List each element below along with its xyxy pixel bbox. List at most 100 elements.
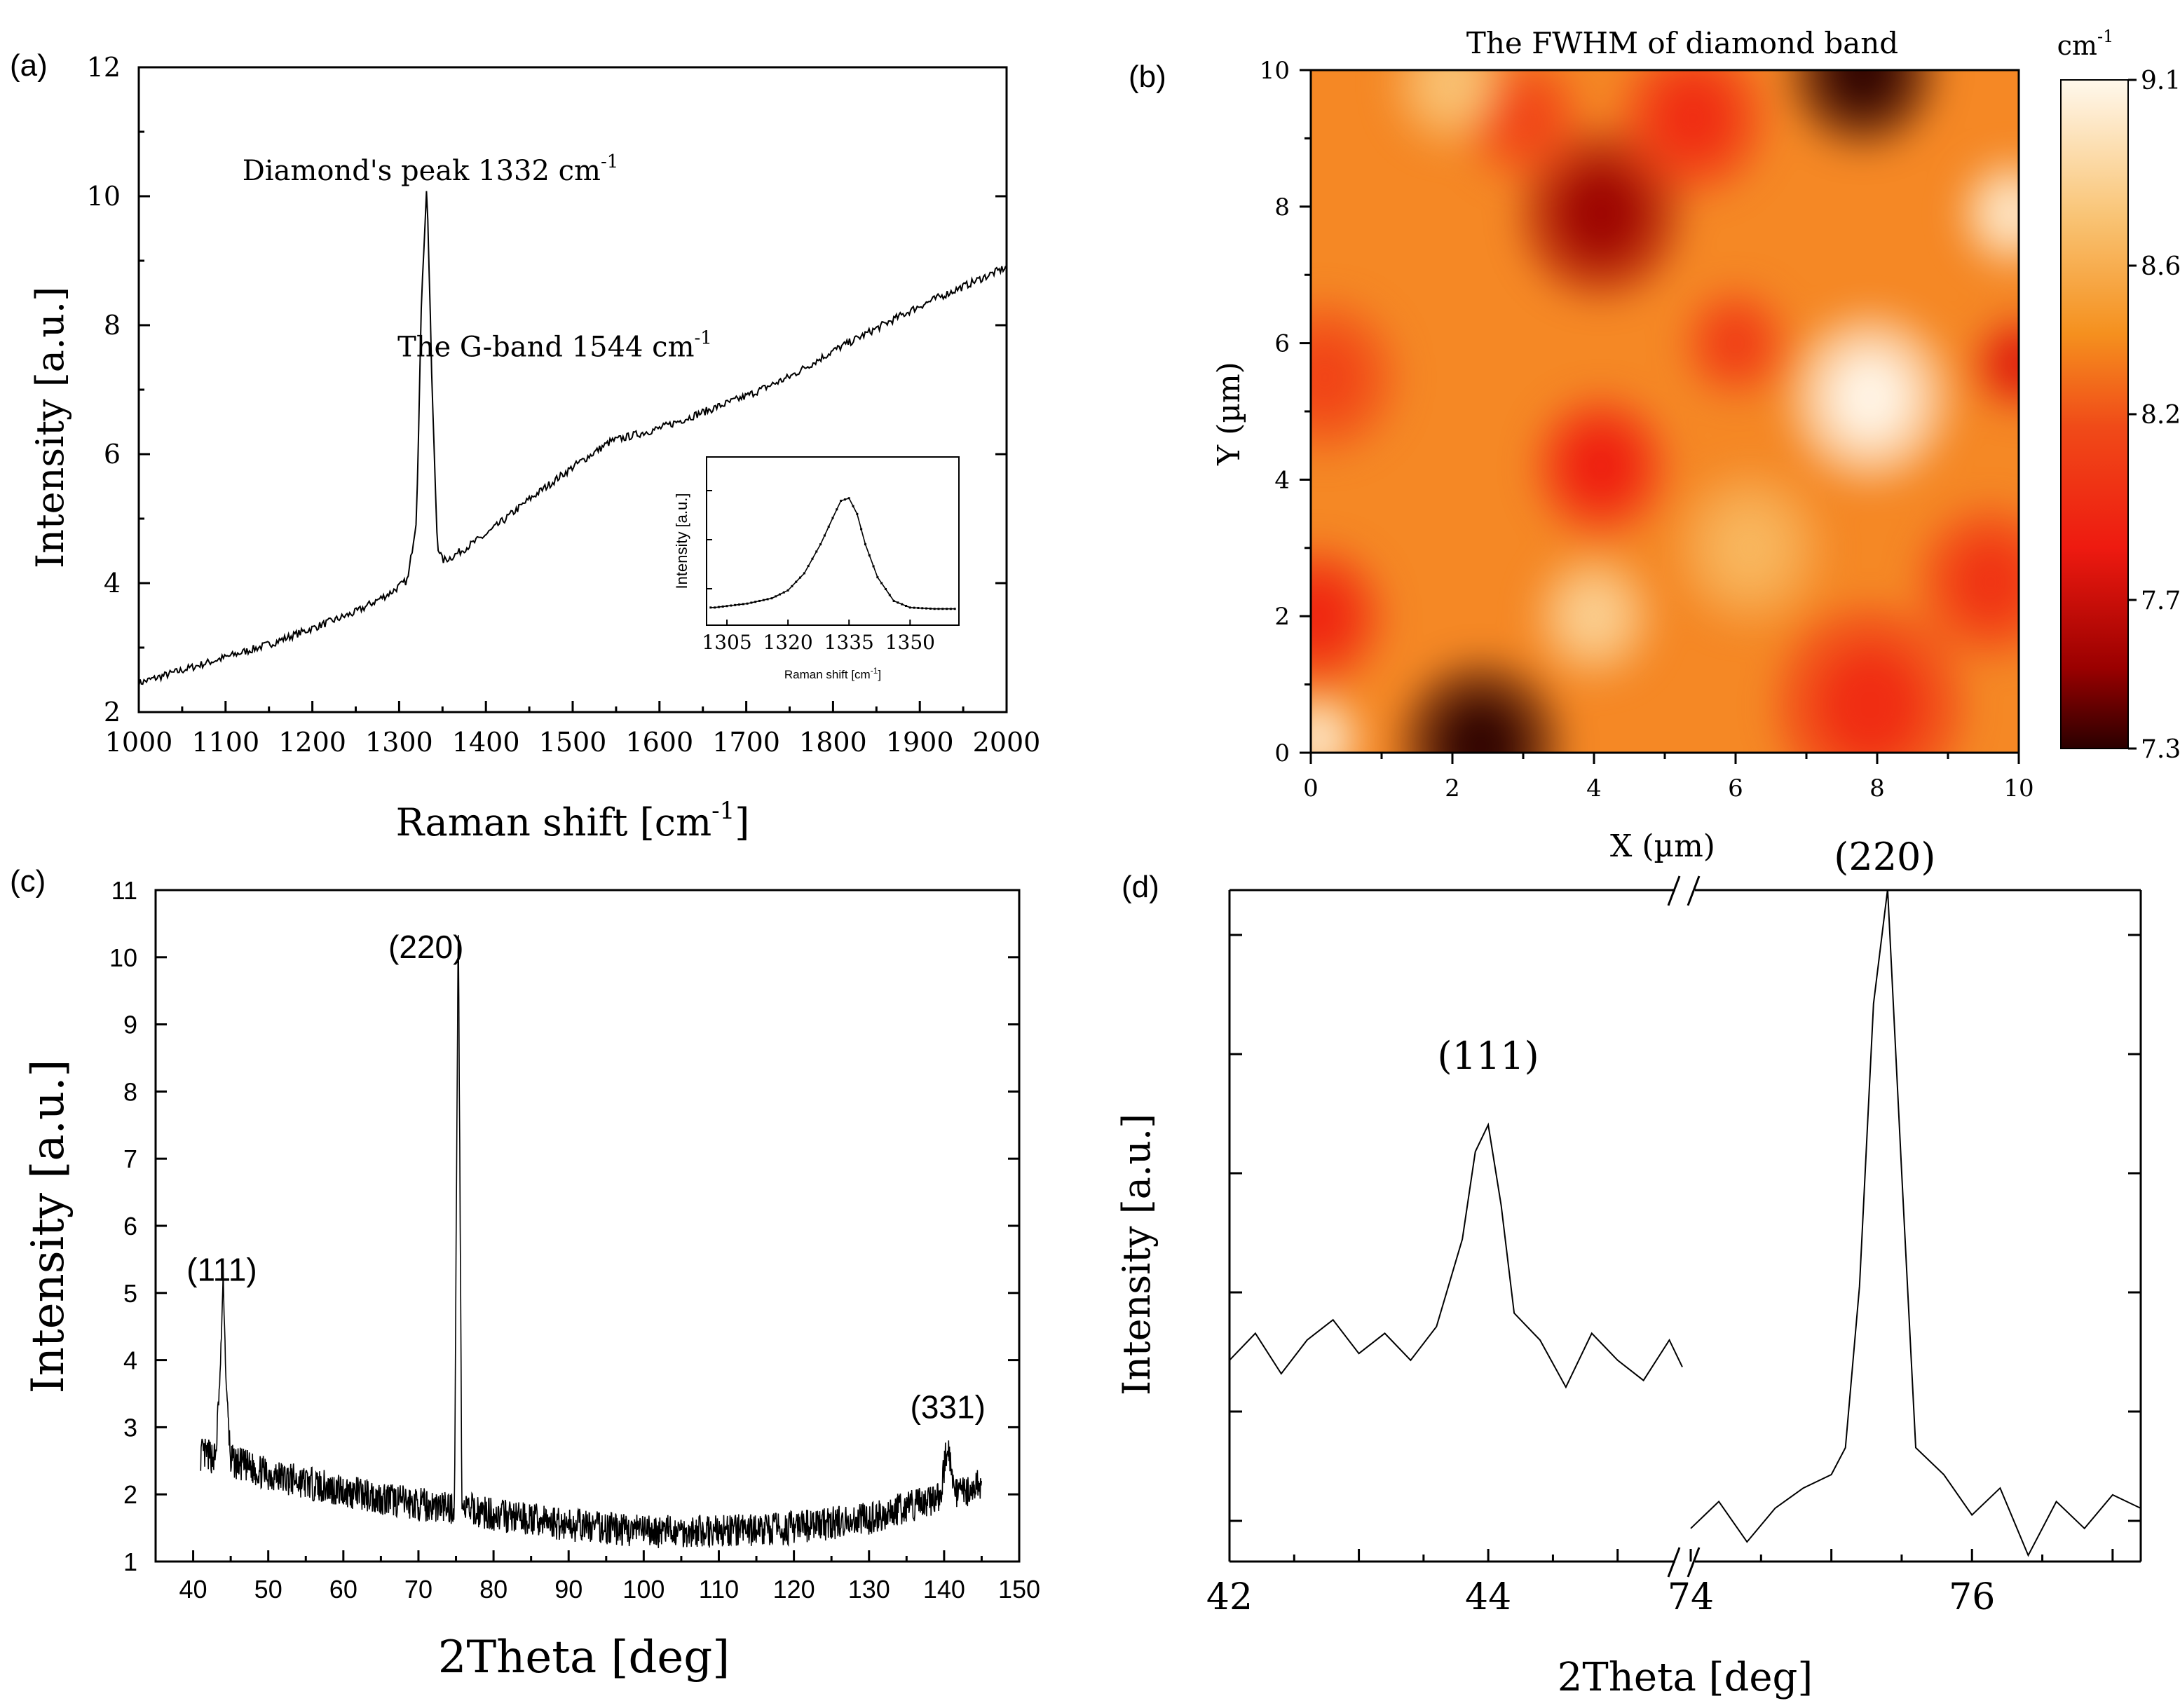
inset-x-tick-label: 1350 — [885, 631, 935, 654]
a-x-tick-label: 1000 — [105, 727, 173, 758]
inset-data-markers — [709, 497, 956, 610]
panel-a-y-axis-title: Intensity [a.u.] — [28, 287, 72, 568]
b-x-tick-label: 10 — [2003, 774, 2033, 802]
panel-c: (c) 40 50 60 70 80 90 100 110 120 130 140 150 1 2 3 4 5… — [10, 864, 1040, 1683]
panel-a-raman-trace — [138, 191, 1007, 688]
colorbar-tick-label: 8.6 — [2141, 252, 2180, 281]
c-x-tick-label: 140 — [923, 1575, 965, 1604]
b-x-tick-label: 4 — [1586, 774, 1602, 802]
inset-marker — [823, 534, 826, 537]
panel-c-x-axis-title: 2Theta [deg] — [438, 1632, 730, 1683]
inset-marker — [786, 589, 789, 592]
a-x-tick-label: 1500 — [539, 727, 607, 758]
panel-c-xrd-trace — [200, 935, 982, 1548]
inset-x-tick-label: 1320 — [763, 631, 812, 654]
c-x-tick-label: 150 — [998, 1575, 1040, 1604]
inset-marker — [799, 576, 802, 579]
inset-marker — [714, 606, 716, 609]
inset-marker — [770, 597, 773, 600]
inset-x-tick-label: 1335 — [824, 631, 874, 654]
b-y-tick-label: 0 — [1274, 739, 1290, 767]
a-y-tick-label: 6 — [104, 439, 121, 470]
a-x-tick-label: 1900 — [886, 727, 954, 758]
inset-marker — [791, 585, 793, 587]
inset-marker — [815, 550, 818, 553]
c-y-tick-label: 4 — [123, 1346, 137, 1375]
inset-y-ticks — [707, 490, 712, 589]
inset-marker — [775, 595, 777, 598]
panel-c-y-axis-title: Intensity [a.u.] — [22, 1060, 74, 1394]
fwhm-map — [1311, 70, 2019, 753]
inset-marker — [795, 580, 798, 583]
inset-marker — [811, 557, 814, 560]
zoom-peak-220-annotation: (220) — [1834, 835, 1935, 879]
fwhm-region-core — [1819, 650, 1921, 753]
inset-marker — [876, 576, 879, 579]
inset-marker — [908, 606, 911, 609]
fwhm-region-core — [1438, 699, 1524, 753]
c-x-tick-label: 60 — [329, 1575, 357, 1604]
panel-d-x-ticks: 42 44 74 76 — [1206, 1549, 2114, 1618]
c-y-tick-label: 10 — [109, 943, 137, 972]
inset-marker — [872, 565, 875, 568]
inset-marker — [803, 572, 805, 575]
panel-c-x-ticks: 40 50 60 70 80 90 100 110 120 130 140 150 — [154, 1550, 1040, 1604]
b-y-tick-label: 10 — [1260, 57, 1290, 85]
fwhm-region-core — [1951, 539, 2019, 625]
inset-marker — [730, 604, 733, 607]
panel-b-x-axis-title: X (µm) — [1610, 828, 1715, 864]
inset-marker — [843, 498, 846, 501]
diamond-peak-annotation: Diamond's peak 1332 cm-1 — [243, 151, 619, 187]
a-y-tick-label: 10 — [87, 181, 121, 212]
c-y-tick-label: 3 — [123, 1413, 137, 1442]
inset-marker — [831, 517, 834, 519]
panel-a-inset: 1305 1320 1335 1350 Raman shift [cm-1] Inte… — [673, 456, 960, 681]
inset-marker — [746, 602, 749, 605]
inset-marker — [880, 582, 883, 585]
colorbar-gradient — [2060, 79, 2129, 749]
inset-marker — [860, 528, 863, 531]
b-x-tick-label: 8 — [1869, 774, 1885, 802]
inset-marker — [782, 591, 785, 594]
inset-marker — [925, 607, 928, 610]
fwhm-region-core — [1566, 428, 1637, 505]
a-x-tick-label: 1800 — [799, 727, 867, 758]
panel-a-x-ticks: 1000 1100 1200 1300 1400 1500 1600 1700 1800 1900… — [105, 701, 1040, 758]
panel-c-plot-frame — [154, 889, 1021, 1563]
b-x-tick-label: 6 — [1728, 774, 1743, 802]
b-y-tick-label: 2 — [1274, 603, 1290, 631]
inset-y-axis-title: Intensity [a.u.] — [673, 493, 690, 589]
colorbar: 7.3 7.7 8.2 8.6 9.1 cm-1 — [2057, 27, 2180, 764]
c-x-tick-label: 100 — [622, 1575, 665, 1604]
a-x-tick-label: 1200 — [278, 727, 346, 758]
inset-marker — [917, 606, 920, 609]
inset-marker — [937, 608, 940, 610]
fwhm-region-core — [1984, 184, 2019, 243]
colorbar-tick-label: 7.3 — [2141, 735, 2180, 764]
g-band-annotation: The G-band 1544 cm-1 — [397, 327, 712, 363]
panel-a: (a) 1000 1100 1200 1300 1400 1500 1600 1700 1800… — [10, 48, 1040, 845]
a-x-tick-label: 1600 — [625, 727, 693, 758]
c-x-tick-label: 50 — [254, 1575, 282, 1604]
panel-b-title: The FWHM of diamond band — [1466, 26, 1898, 60]
panel-a-label: (a) — [10, 48, 48, 83]
inset-marker — [737, 603, 740, 606]
inset-marker — [868, 554, 871, 556]
inset-marker — [754, 601, 757, 603]
a-x-tick-label: 1100 — [191, 727, 259, 758]
inset-marker — [892, 599, 895, 602]
colorbar-tick-label: 7.7 — [2141, 587, 2180, 615]
inset-marker — [840, 500, 843, 503]
c-x-tick-label: 40 — [179, 1575, 207, 1604]
panel-b-y-axis-title: Y (µm) — [1211, 362, 1247, 466]
fwhm-region-core — [1827, 350, 1914, 445]
fwhm-region-core — [1710, 505, 1789, 591]
peak-331-annotation: (331) — [911, 1388, 986, 1425]
b-y-tick-label: 4 — [1274, 466, 1290, 494]
inset-marker — [921, 607, 924, 610]
inset-marker — [856, 512, 859, 515]
inset-marker — [721, 605, 724, 608]
inset-marker — [953, 608, 956, 610]
inset-marker — [827, 526, 830, 528]
panel-d-y-ticks — [1229, 934, 2141, 1522]
